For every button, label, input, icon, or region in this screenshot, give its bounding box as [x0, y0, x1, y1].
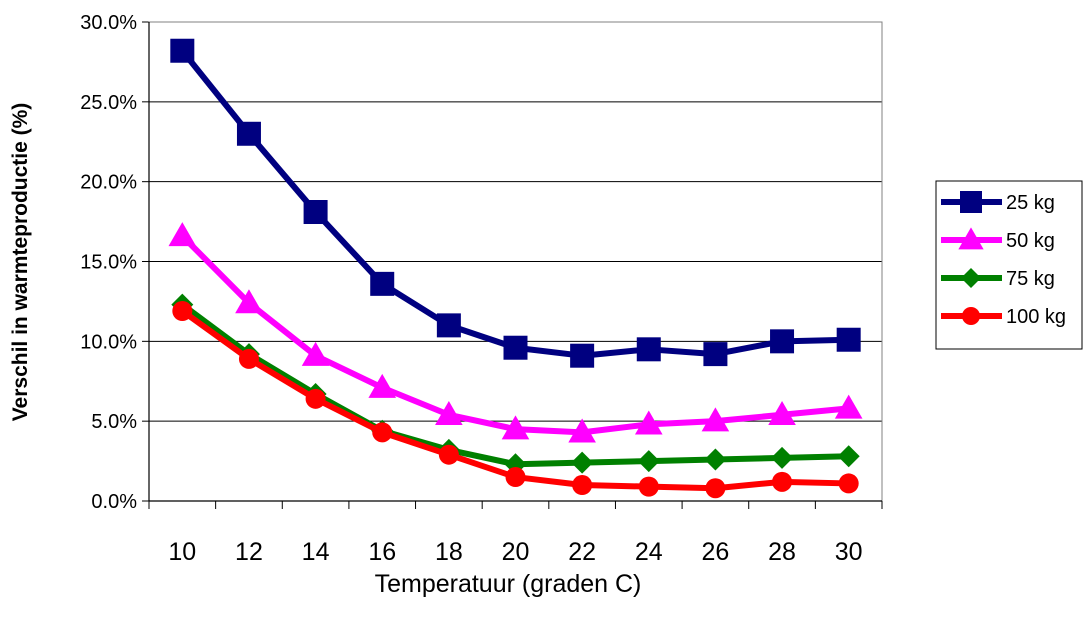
legend-marker	[960, 191, 982, 213]
series-50-kg	[168, 222, 863, 443]
data-point-marker	[172, 300, 193, 321]
data-point-marker	[435, 400, 463, 425]
y-tick-label: 0.0%	[91, 491, 137, 513]
data-point-marker	[235, 289, 263, 314]
legend-entry: 75 kg	[941, 268, 1055, 290]
data-point-marker	[368, 373, 397, 398]
data-point-marker	[168, 222, 197, 247]
y-tick-label: 20.0%	[80, 172, 137, 194]
x-tick-label: 12	[235, 538, 263, 566]
data-point-marker	[438, 444, 459, 465]
data-point-marker	[770, 329, 795, 354]
data-point-marker	[238, 348, 259, 369]
series-25-kg	[170, 38, 861, 368]
y-tick-label: 25.0%	[80, 92, 137, 114]
data-point-marker	[372, 422, 393, 443]
data-point-marker	[568, 418, 596, 443]
data-point-marker	[836, 327, 861, 352]
data-point-marker	[503, 335, 528, 360]
data-point-marker	[703, 342, 728, 367]
data-point-marker	[772, 471, 793, 492]
legend-label: 100 kg	[1006, 306, 1066, 328]
data-point-marker	[571, 451, 594, 474]
data-point-marker	[572, 475, 593, 496]
data-point-marker	[834, 394, 863, 419]
data-point-marker	[704, 448, 727, 471]
y-tick-label: 30.0%	[80, 12, 137, 34]
data-point-marker	[570, 343, 595, 368]
data-point-marker	[838, 473, 859, 494]
y-tick-label: 15.0%	[80, 252, 137, 274]
legend-entry: 50 kg	[941, 227, 1055, 252]
data-point-marker	[170, 38, 195, 63]
data-point-marker	[305, 388, 326, 409]
data-point-marker	[768, 400, 796, 425]
series-line	[180, 233, 849, 436]
x-tick-label: 22	[568, 538, 596, 566]
legend-label: 50 kg	[1006, 230, 1055, 252]
x-tick-label: 30	[835, 538, 863, 566]
legend: 25 kg 50 kg 75 kg 100 kg	[935, 180, 1083, 350]
series-100-kg	[172, 300, 859, 499]
x-tick-label: 14	[302, 538, 330, 566]
x-tick-label: 16	[368, 538, 396, 566]
data-point-marker	[370, 271, 395, 296]
data-point-marker	[705, 478, 726, 499]
data-point-marker	[637, 450, 660, 473]
data-point-marker	[638, 476, 659, 497]
data-point-marker	[634, 410, 663, 435]
axis-layer: 0.0% 5.0% 10.0% 15.0% 20.0% 25.0% 30.0% 10 12 14 1…	[80, 12, 883, 566]
x-tick-label: 18	[435, 538, 463, 566]
x-tick-label: 24	[635, 538, 663, 566]
data-point-marker	[303, 200, 328, 225]
data-point-marker	[301, 341, 330, 366]
x-tick-label: 26	[702, 538, 730, 566]
legend-label: 75 kg	[1006, 268, 1055, 290]
legend-marker	[962, 307, 980, 325]
y-axis-title: Verschil in warmteproductie (%)	[9, 103, 32, 422]
x-tick-label: 28	[768, 538, 796, 566]
data-point-marker	[436, 313, 461, 338]
data-point-marker	[636, 337, 661, 362]
data-point-marker	[236, 121, 261, 146]
series-layer	[168, 38, 863, 499]
data-point-marker	[505, 467, 526, 488]
x-axis-title: Temperatuur (graden C)	[375, 570, 642, 598]
legend-entry: 100 kg	[941, 306, 1066, 328]
data-point-marker	[837, 445, 860, 468]
series-line	[179, 48, 849, 359]
legend-marker	[958, 227, 984, 250]
data-point-marker	[701, 407, 730, 432]
legend-label: 25 kg	[1006, 192, 1055, 214]
y-tick-label: 10.0%	[80, 331, 137, 353]
data-point-marker	[771, 446, 794, 469]
y-tick-label: 5.0%	[91, 411, 137, 433]
legend-entry: 25 kg	[941, 191, 1055, 214]
data-point-marker	[501, 415, 530, 440]
legend-marker	[961, 268, 981, 288]
x-tick-label: 10	[168, 538, 196, 566]
x-tick-label: 20	[502, 538, 530, 566]
